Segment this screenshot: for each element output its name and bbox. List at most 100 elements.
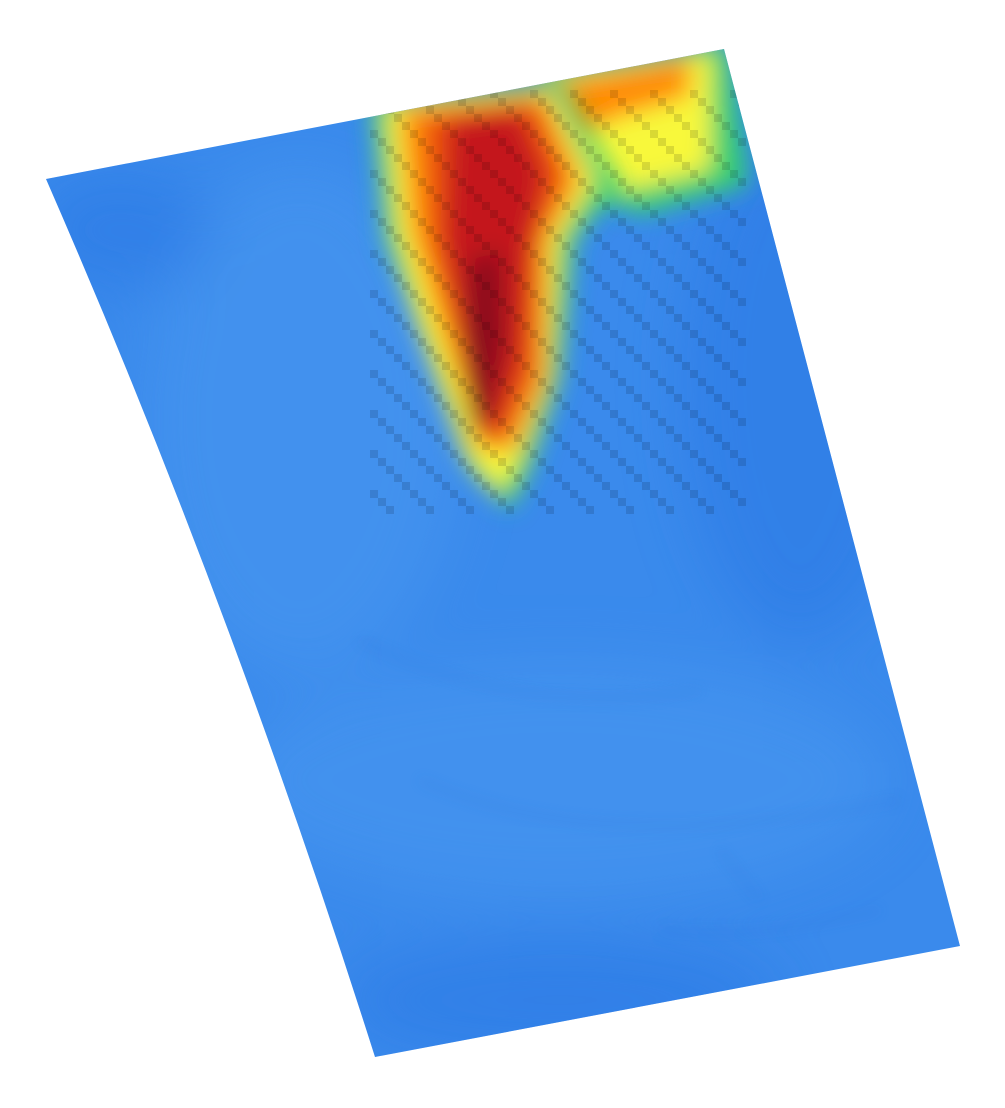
- raster-cell: [418, 218, 426, 226]
- raster-cell: [418, 498, 426, 506]
- raster-cell: [738, 298, 746, 306]
- raster-cell: [666, 266, 674, 274]
- raster-cell: [642, 402, 650, 410]
- raster-cell: [602, 122, 610, 130]
- raster-cell: [698, 138, 706, 146]
- raster-cell: [538, 298, 546, 306]
- raster-cell: [714, 154, 722, 162]
- raster-cell: [370, 130, 378, 138]
- raster-cell: [610, 250, 618, 258]
- raster-cell: [418, 378, 426, 386]
- raster-cell: [522, 282, 530, 290]
- raster-cell: [514, 234, 522, 242]
- raster-cell: [402, 162, 410, 170]
- raster-cell: [578, 378, 586, 386]
- raster-cell: [730, 370, 738, 378]
- raster-cell: [610, 130, 618, 138]
- raster-cell: [706, 146, 714, 154]
- raster-cell: [394, 354, 402, 362]
- raster-cell: [466, 146, 474, 154]
- raster-cell: [690, 370, 698, 378]
- raster-cell: [378, 178, 386, 186]
- raster-cell: [370, 450, 378, 458]
- raster-cell: [546, 186, 554, 194]
- raster-cell: [562, 202, 570, 210]
- raster-cell: [658, 418, 666, 426]
- light-band: [230, 660, 890, 900]
- raster-cell: [410, 130, 418, 138]
- raster-cell: [618, 378, 626, 386]
- raster-cell: [402, 322, 410, 330]
- raster-cell: [490, 210, 498, 218]
- raster-cell: [466, 266, 474, 274]
- raster-cell: [674, 234, 682, 242]
- raster-cell: [714, 314, 722, 322]
- raster-cell: [666, 186, 674, 194]
- raster-cell: [706, 346, 714, 354]
- raster-cell: [602, 442, 610, 450]
- raster-cell: [578, 298, 586, 306]
- raster-cell: [658, 178, 666, 186]
- raster-cell: [458, 178, 466, 186]
- raster-cell: [618, 138, 626, 146]
- raster-cell: [474, 474, 482, 482]
- raster-cell: [386, 306, 394, 314]
- raster-cell: [730, 90, 738, 98]
- raster-cell: [522, 202, 530, 210]
- raster-cell: [642, 282, 650, 290]
- raster-cell: [410, 330, 418, 338]
- raster-cell: [538, 98, 546, 106]
- raster-cell: [506, 506, 514, 514]
- raster-cell: [474, 234, 482, 242]
- raster-cell: [658, 378, 666, 386]
- raster-cell: [634, 394, 642, 402]
- raster-cell: [642, 162, 650, 170]
- raster-cell: [418, 258, 426, 266]
- raster-cell: [482, 362, 490, 370]
- raster-cell: [530, 210, 538, 218]
- raster-cell: [442, 362, 450, 370]
- raster-cell: [722, 202, 730, 210]
- raster-cell: [618, 298, 626, 306]
- raster-cell: [410, 290, 418, 298]
- raster-cell: [466, 106, 474, 114]
- raster-cell: [426, 186, 434, 194]
- raster-cell: [546, 506, 554, 514]
- raster-cell: [642, 122, 650, 130]
- raster-cell: [434, 394, 442, 402]
- raster-cell: [674, 314, 682, 322]
- raster-cell: [386, 226, 394, 234]
- raster-cell: [522, 402, 530, 410]
- raster-cell: [626, 386, 634, 394]
- raster-cell: [706, 106, 714, 114]
- raster-cell: [626, 266, 634, 274]
- raster-cell: [402, 362, 410, 370]
- raster-cell: [434, 194, 442, 202]
- raster-cell: [594, 434, 602, 442]
- raster-cell: [650, 90, 658, 98]
- raster-cell: [570, 290, 578, 298]
- raster-cell: [386, 506, 394, 514]
- raster-cell: [378, 218, 386, 226]
- raster-cell: [658, 138, 666, 146]
- raster-cell: [402, 122, 410, 130]
- raster-cell: [410, 450, 418, 458]
- raster-cell: [482, 122, 490, 130]
- raster-cell: [714, 234, 722, 242]
- raster-cell: [482, 322, 490, 330]
- raster-cell: [570, 330, 578, 338]
- faint-streaks: [359, 638, 901, 934]
- raster-cell: [586, 346, 594, 354]
- raster-cell: [426, 226, 434, 234]
- raster-cell: [506, 146, 514, 154]
- raster-cell: [714, 354, 722, 362]
- raster-cell: [586, 506, 594, 514]
- raster-cell: [450, 370, 458, 378]
- raster-cell: [474, 354, 482, 362]
- raster-cell: [370, 370, 378, 378]
- raster-cell: [706, 266, 714, 274]
- raster-cell: [370, 90, 378, 98]
- raster-cell: [482, 242, 490, 250]
- raster-cell: [650, 410, 658, 418]
- raster-cell: [434, 354, 442, 362]
